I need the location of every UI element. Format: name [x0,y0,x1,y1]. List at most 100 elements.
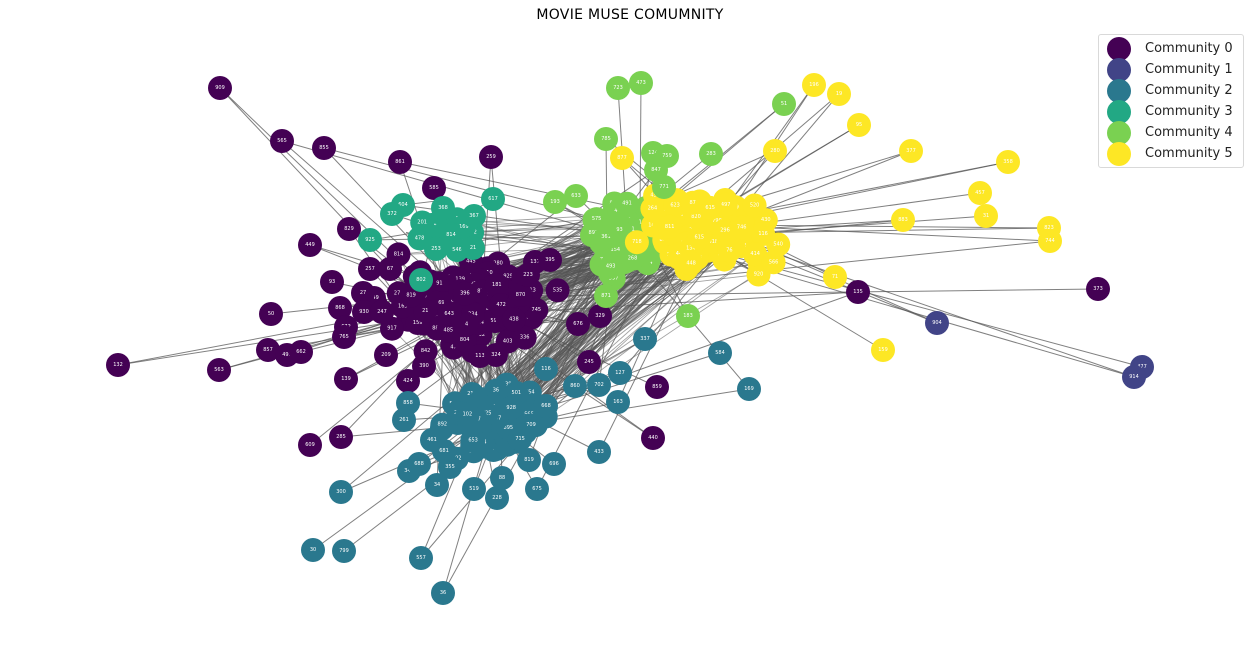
node-circle [846,280,870,304]
node-circle [452,281,477,306]
node-circle [409,268,433,292]
graph-node: 27 [351,281,375,305]
node-label: 860 [570,383,580,389]
graph-node: 209 [374,343,398,367]
node-label: 814 [446,232,456,238]
graph-node: 324 [484,343,508,367]
graph-node: 675 [525,477,549,501]
graph-node: 617 [481,187,505,211]
node-label: 433 [594,449,604,455]
node-circle [608,361,632,385]
node-label: 575 [592,216,602,222]
node-circle [717,238,742,263]
node-label: 163 [613,399,623,405]
node-circle [1122,365,1146,389]
graph-node: 928 [499,395,524,420]
graph-node: 829 [337,217,361,241]
graph-node: 668 [534,394,558,418]
graph-node: 247 [370,300,394,324]
node-circle [462,477,486,501]
node-label: 430 [761,217,771,223]
graph-node: 676 [566,312,590,336]
graph-node: 50 [259,302,283,326]
node-label: 702 [594,382,604,388]
graph-node: 440 [641,426,665,450]
legend-swatch [1107,141,1131,166]
node-label: 280 [493,261,503,267]
graph-node: 883 [891,208,915,232]
graph-node: 457 [968,181,992,205]
node-label: 403 [503,339,513,345]
node-circle [396,369,420,393]
node-circle [352,300,376,324]
node-circle [412,354,436,378]
graph-node: 623 [663,193,688,218]
node-label: 257 [365,266,375,272]
legend-item: Community 2 [1099,78,1243,103]
node-label: 424 [403,378,413,384]
graph-node: 615 [687,225,712,250]
node-label: 336 [520,335,530,341]
node-label: 367 [469,213,479,219]
node-label: 930 [359,309,369,315]
node-label: 461 [427,437,437,443]
node-circle [407,452,431,476]
node-label: 50 [268,311,274,317]
node-circle [802,73,826,97]
node-circle [425,473,449,497]
node-circle [481,187,505,211]
legend-swatch [1107,57,1131,82]
node-circle [624,230,649,255]
node-label: 604 [398,202,408,208]
legend-swatch [1107,36,1131,61]
graph-node: 102 [455,402,480,427]
graph-node: 449 [298,233,322,257]
node-label: 396 [460,291,470,297]
node-circle [847,113,871,137]
legend-label: Community 2 [1145,83,1233,98]
node-label: 377 [906,148,916,154]
graph-node: 169 [737,377,761,401]
node-circle [259,302,283,326]
node-circle [270,129,294,153]
node-label: 27 [360,290,366,296]
node-label: 699 [438,300,448,306]
node-label: 36 [493,388,499,394]
graph-node: 51 [772,92,796,116]
graph-node: 336 [512,325,537,350]
graph-node: 414 [743,242,768,267]
node-circle [431,581,455,605]
graph-node: 264 [640,196,665,221]
node-circle [289,340,313,364]
graph-node: 771 [652,175,676,199]
graph-node: 633 [564,184,588,208]
graph-node: 183 [676,304,700,328]
node-label: 904 [932,320,942,326]
node-circle [737,377,761,401]
node-label: 623 [670,203,680,209]
graph-node: 358 [996,150,1020,174]
node-label: 31 [983,213,989,219]
node-circle [378,257,402,281]
node-circle [1086,277,1110,301]
node-label: 154 [611,247,621,253]
node-label: 448 [686,261,696,267]
node-circle [641,426,665,450]
node-label: 804 [460,337,470,343]
node-label: 159 [413,320,423,326]
node-label: 861 [395,159,405,165]
node-circle [699,142,723,166]
node-label: 597 [609,276,619,282]
node-label: 183 [683,313,693,319]
graph-node: 71 [823,265,847,289]
node-label: 438 [509,316,519,322]
graph-node: 914 [1122,365,1146,389]
node-circle [320,270,344,294]
node-label: 485 [444,328,454,334]
node-label: 201 [417,220,427,226]
node-label: 457 [975,190,985,196]
graph-node: 67 [378,257,402,281]
node-circle [598,254,623,279]
legend-label: Community 3 [1145,104,1233,119]
graph-node: 21 [413,298,438,323]
